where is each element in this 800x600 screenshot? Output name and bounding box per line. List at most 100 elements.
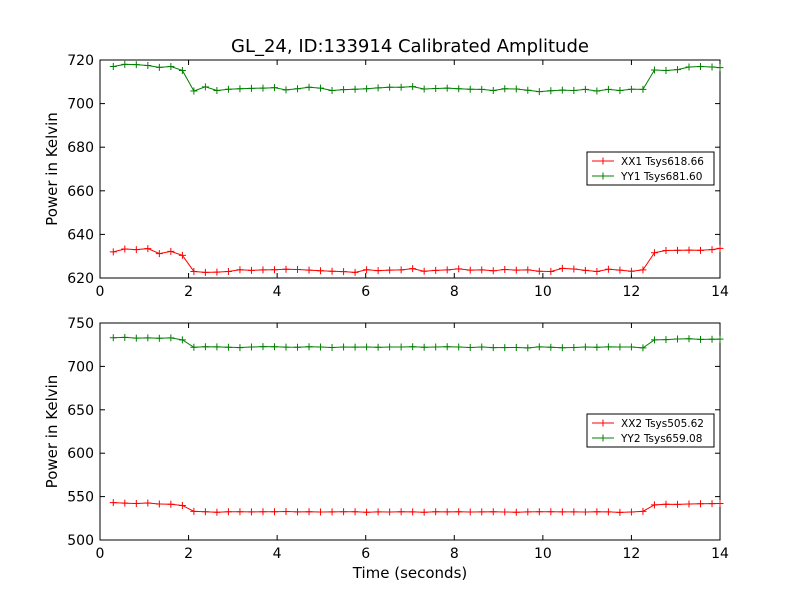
data-point [259,266,267,274]
data-point [374,343,382,351]
data-point [558,344,566,352]
data-point [201,268,209,276]
y-tick-label: 650 [67,403,94,419]
data-point [270,508,278,516]
data-point [420,343,428,351]
data-point [340,508,348,516]
data-point [708,246,716,254]
data-point [305,266,313,274]
data-point [294,265,302,273]
data-point [132,61,140,69]
data-point [466,85,474,93]
data-point [616,343,624,351]
data-point [570,87,578,95]
data-point [673,246,681,254]
data-point [685,63,693,71]
data-point [524,508,532,516]
data-point [697,63,705,71]
data-point [443,343,451,351]
legend-box [586,413,715,448]
data-point [697,246,705,254]
data-point [224,85,232,93]
data-point [466,508,474,516]
data-point [201,508,209,516]
data-point [351,268,359,276]
x-tick-label: 10 [534,546,552,562]
y-tick-label: 620 [67,271,94,287]
data-point [570,265,578,273]
data-point [501,344,509,352]
data-point [593,267,601,275]
y-tick-label: 700 [67,359,94,375]
data-point [524,344,532,352]
data-point [604,508,612,516]
data-point [409,508,417,516]
data-point [270,343,278,351]
data-point [224,343,232,351]
data-point [340,86,348,94]
data-point [662,247,670,255]
y-tick-label: 750 [67,316,94,332]
legend-label: XX2 Tsys505.62 [621,418,704,430]
figure-title: GL_24, ID:133914 Calibrated Amplitude [231,36,589,57]
data-point [581,85,589,93]
data-point [282,508,290,516]
data-point [512,508,520,516]
data-point [673,500,681,508]
data-point [340,268,348,276]
y-tick-label: 500 [67,533,94,549]
data-point [627,267,635,275]
data-point [270,266,278,274]
data-point [570,508,578,516]
x-tick-label: 4 [273,546,282,562]
data-point [593,508,601,516]
data-point [558,264,566,272]
data-point [581,343,589,351]
data-point [190,267,198,275]
data-point [397,343,405,351]
data-point [432,266,440,274]
data-point [294,508,302,516]
data-point [317,267,325,275]
data-point [132,500,140,508]
data-point [455,265,463,273]
data-point [121,60,129,68]
legend-marker [599,172,607,180]
data-point [190,343,198,351]
data-point [432,508,440,516]
data-point [547,267,555,275]
data-point [236,508,244,516]
data-point [512,266,520,274]
plot-frame [99,322,721,541]
data-point [386,343,394,351]
data-point [455,85,463,93]
legend-label: YY1 Tsys681.60 [620,171,702,183]
data-point [167,63,175,71]
data-point [317,508,325,516]
data-point [386,508,394,516]
y-tick-label: 660 [67,184,94,200]
legend-marker [599,157,607,165]
data-point [155,500,163,508]
x-tick-label: 8 [450,284,459,300]
data-point [294,85,302,93]
data-point [697,500,705,508]
data-point [420,508,428,516]
y-tick-label: 680 [67,140,94,156]
data-point [386,83,394,91]
data-point [121,245,129,253]
data-point [224,508,232,516]
data-point [581,266,589,274]
data-point [121,499,129,507]
data-point [478,508,486,516]
data-point [351,508,359,516]
data-point [455,508,463,516]
data-point [432,343,440,351]
bottom-panel: 0 2 4 6 8 10 12 14 500 550 600 650 700 750 Power in Ke… [43,316,729,562]
data-point [708,500,716,508]
data-point [317,84,325,92]
data-point [639,344,647,352]
data-point [512,343,520,351]
data-point [524,266,532,274]
